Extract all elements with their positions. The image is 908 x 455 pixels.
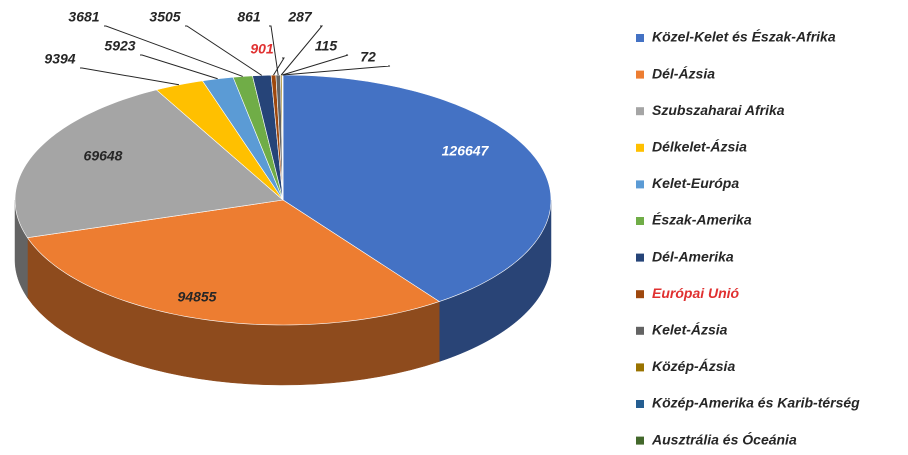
leader-line bbox=[185, 25, 263, 76]
slice bbox=[26, 199, 440, 326]
legend-swatch bbox=[636, 34, 644, 42]
legend-swatch bbox=[636, 143, 644, 152]
data-label: 861 bbox=[237, 9, 261, 25]
leader-line bbox=[282, 65, 391, 76]
leader-line bbox=[280, 25, 324, 76]
leader-line bbox=[269, 25, 279, 76]
data-label: 72 bbox=[360, 49, 376, 65]
legend-label: Közép-Amerika és Karib-térség bbox=[652, 395, 860, 411]
legend-label: Kelet-Európa bbox=[652, 175, 739, 191]
legend-swatch bbox=[636, 180, 644, 189]
data-label: 94855 bbox=[178, 289, 217, 305]
leader-line bbox=[273, 57, 285, 76]
data-label: 901 bbox=[250, 41, 274, 57]
legend-label: Közel-Kelet és Észak-Afrika bbox=[652, 29, 836, 45]
legend-swatch bbox=[636, 290, 644, 299]
legend-label: Észak-Amerika bbox=[652, 212, 752, 228]
legend-label: Közép-Ázsia bbox=[652, 358, 735, 374]
slice bbox=[282, 74, 552, 302]
data-label: 115 bbox=[315, 38, 338, 54]
legend-swatch bbox=[636, 107, 644, 116]
legend-label: Dél-Ázsia bbox=[652, 65, 715, 81]
legend-label: Kelet-Ázsia bbox=[652, 322, 728, 338]
data-label: 126647 bbox=[442, 143, 490, 159]
leader-line bbox=[282, 54, 349, 76]
legend-swatch bbox=[636, 326, 644, 335]
legend-label: Délkelet-Ázsia bbox=[652, 139, 747, 155]
data-label: 3681 bbox=[68, 9, 99, 25]
legend-swatch bbox=[636, 217, 644, 225]
legend-label: Szubszaharai Afrika bbox=[652, 102, 785, 118]
legend-swatch bbox=[636, 400, 644, 408]
data-label: 9394 bbox=[44, 51, 75, 67]
legend-swatch bbox=[636, 70, 644, 79]
slice bbox=[201, 76, 284, 201]
data-label: 287 bbox=[287, 9, 313, 25]
legend-label: Ausztrália és Óceánia bbox=[651, 430, 797, 447]
leader-line bbox=[104, 25, 243, 77]
data-label: 69648 bbox=[84, 148, 123, 164]
legend-label: Dél-Amerika bbox=[652, 248, 734, 264]
leader-line bbox=[80, 67, 180, 86]
data-label: 5923 bbox=[104, 38, 135, 54]
legend-swatch bbox=[636, 253, 644, 262]
legend-swatch bbox=[636, 363, 644, 372]
data-label: 3505 bbox=[149, 9, 180, 25]
slice bbox=[14, 89, 284, 239]
legend-label: Európai Unió bbox=[652, 285, 740, 301]
leader-line bbox=[140, 54, 218, 80]
legend-swatch bbox=[636, 436, 644, 445]
